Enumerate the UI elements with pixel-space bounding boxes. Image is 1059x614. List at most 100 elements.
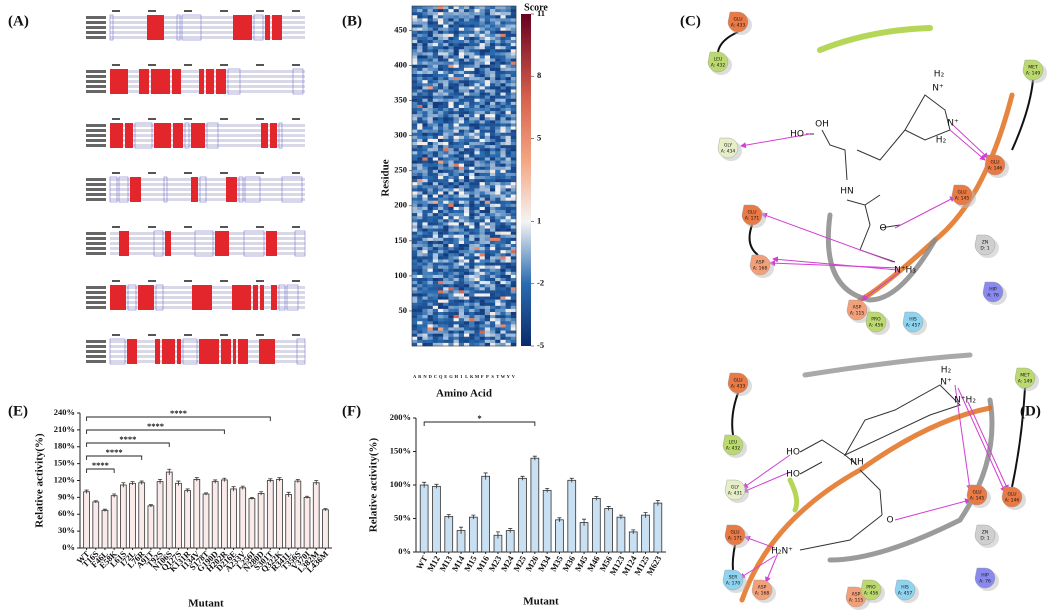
heatmap-cell xyxy=(417,154,423,158)
heatmap-cell xyxy=(510,281,517,285)
heatmap-cell xyxy=(453,219,459,223)
heatmap-cell xyxy=(438,172,444,177)
heatmap-cell xyxy=(458,234,465,239)
heatmap-cell xyxy=(458,222,465,226)
heatmap-cell xyxy=(438,265,444,269)
heatmap-cell xyxy=(500,160,506,164)
heatmap-cell xyxy=(417,296,423,300)
heatmap-cell xyxy=(464,318,470,322)
heatmap-cell xyxy=(432,237,439,242)
heatmap-cell xyxy=(443,148,449,152)
heatmap-cell xyxy=(417,151,423,155)
residue-name: ASP xyxy=(758,585,767,591)
heatmap-cell xyxy=(432,166,439,171)
heatmap-cell xyxy=(438,129,444,133)
heatmap-cell xyxy=(505,225,511,229)
sequence-name xyxy=(86,139,106,142)
heatmap-cell xyxy=(479,293,485,297)
heatmap-cell xyxy=(500,185,506,189)
heatmap-cell xyxy=(458,302,465,307)
heatmap-cell xyxy=(427,185,433,189)
heatmap-cell xyxy=(448,148,454,152)
heatmap-cell xyxy=(453,135,459,140)
bar xyxy=(322,509,329,549)
heatmap-cell xyxy=(417,52,423,56)
heatmap-cell xyxy=(474,126,480,130)
heatmap-cell xyxy=(505,206,511,211)
heatmap-cell xyxy=(438,287,444,291)
heatmap-cell xyxy=(469,135,475,140)
heatmap-cell xyxy=(448,154,454,158)
heatmap-cell xyxy=(505,126,511,130)
heatmap-cell xyxy=(427,104,433,109)
heatmap-cell xyxy=(484,308,491,313)
heatmap-cell xyxy=(484,120,491,124)
heatmap-cell xyxy=(422,43,428,47)
sequence-name xyxy=(86,350,106,353)
heatmap-cell xyxy=(490,299,496,303)
heatmap-cell xyxy=(443,86,449,90)
heatmap-cell xyxy=(453,111,459,115)
heatmap-cell xyxy=(412,259,418,263)
heatmap-cell xyxy=(422,9,428,13)
heatmap-cell xyxy=(484,234,491,239)
heatmap-cell xyxy=(448,234,454,239)
heatmap-cell xyxy=(448,169,454,174)
heatmap-cell xyxy=(479,129,485,133)
panel-label: (D) xyxy=(1020,403,1041,419)
heatmap-cell xyxy=(443,253,449,257)
error-bar xyxy=(158,478,163,484)
heatmap-cell xyxy=(443,240,449,245)
ruler-tick xyxy=(148,226,156,228)
heatmap-cell xyxy=(453,21,459,25)
heatmap-cell xyxy=(458,342,465,347)
heatmap-cell xyxy=(479,250,485,254)
residue-name: ASP xyxy=(852,592,861,598)
heatmap-cell xyxy=(505,268,511,273)
heatmap-cell xyxy=(500,46,506,50)
heatmap-cell xyxy=(443,271,449,276)
heatmap-cell xyxy=(469,21,475,25)
heatmap-cell xyxy=(412,30,418,35)
heatmap-cell xyxy=(510,225,517,229)
heatmap-cell xyxy=(432,210,439,214)
heatmap-cell xyxy=(464,151,470,155)
heatmap-cell xyxy=(443,12,449,16)
heatmap-cell xyxy=(500,172,506,177)
heatmap-cell xyxy=(479,138,485,143)
heatmap-cell xyxy=(438,312,444,316)
heatmap-cell xyxy=(417,117,423,121)
bar xyxy=(83,491,90,549)
bar xyxy=(505,530,515,553)
heatmap-cell xyxy=(417,169,423,174)
heatmap-cell xyxy=(469,36,475,41)
heatmap-cell xyxy=(427,129,433,133)
heatmap-cell xyxy=(479,74,485,78)
heatmap-cell xyxy=(464,12,470,16)
heatmap-cell xyxy=(510,231,517,235)
heatmap-cell xyxy=(464,240,470,245)
heatmap-cell xyxy=(412,219,418,223)
heatmap-cell xyxy=(490,293,496,297)
heatmap-cell xyxy=(443,247,449,251)
heatmap-cell xyxy=(458,166,465,171)
heatmap-cell xyxy=(422,80,428,84)
error-bar xyxy=(557,517,562,522)
heatmap-cell xyxy=(495,58,501,62)
heatmap-cell xyxy=(505,339,511,344)
heatmap-cell xyxy=(443,145,449,149)
heatmap-cell xyxy=(484,74,491,78)
heatmap-cell xyxy=(484,315,491,319)
heatmap-cell xyxy=(417,278,423,282)
heatmap-cell xyxy=(458,132,465,137)
heatmap-cell xyxy=(432,330,439,334)
x-tick-label: S xyxy=(491,374,494,379)
heatmap-cell xyxy=(500,191,506,195)
heatmap-cell xyxy=(453,203,459,208)
heatmap-cell xyxy=(495,225,501,229)
sequence-name xyxy=(86,360,106,363)
heatmap-cell xyxy=(464,33,470,38)
heatmap-cell xyxy=(412,324,418,328)
interaction xyxy=(761,212,894,263)
heatmap-cell xyxy=(448,101,454,106)
